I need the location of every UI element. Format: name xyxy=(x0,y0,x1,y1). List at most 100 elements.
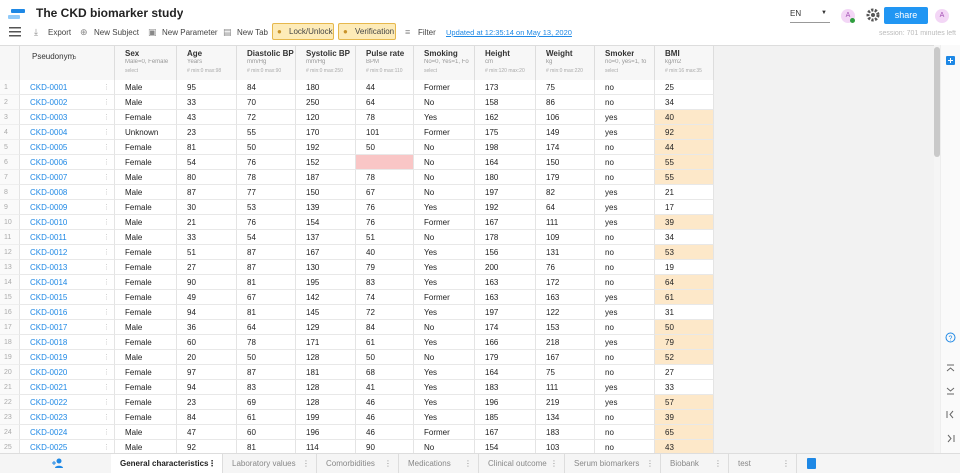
cell[interactable]: yes xyxy=(595,110,655,125)
cell[interactable]: Female xyxy=(115,260,177,275)
cell[interactable]: 34 xyxy=(655,230,714,245)
cell[interactable]: 90 xyxy=(177,275,237,290)
cell[interactable]: 167 xyxy=(475,215,536,230)
cell[interactable]: 153 xyxy=(536,320,595,335)
cell[interactable]: 167 xyxy=(536,350,595,365)
row-menu[interactable]: ⋮ xyxy=(103,444,110,451)
tab-menu[interactable]: ⋮ xyxy=(464,459,472,468)
pseudonym-header[interactable]: Pseudonym ⌕ xyxy=(20,46,115,80)
cell[interactable]: 154 xyxy=(296,215,356,230)
cell[interactable]: no xyxy=(595,440,655,453)
cell[interactable]: Former xyxy=(414,425,475,440)
cell[interactable]: 19 xyxy=(655,260,714,275)
cell[interactable]: Male xyxy=(115,350,177,365)
cell[interactable]: 81 xyxy=(237,440,296,453)
subject-id[interactable]: CKD-0010 ⋮ xyxy=(20,215,115,230)
cell[interactable]: Female xyxy=(115,290,177,305)
cell[interactable]: 84 xyxy=(356,320,414,335)
cell[interactable]: 74 xyxy=(356,290,414,305)
tab[interactable]: Laboratory values ⋮ xyxy=(223,454,317,473)
cell[interactable]: 185 xyxy=(475,410,536,425)
cell[interactable]: 27 xyxy=(655,365,714,380)
cell[interactable]: 21 xyxy=(177,215,237,230)
cell[interactable]: no xyxy=(595,350,655,365)
cell[interactable]: 49 xyxy=(177,290,237,305)
cell[interactable]: Male xyxy=(115,320,177,335)
cell[interactable]: Male xyxy=(115,440,177,453)
tab-active[interactable]: General characteristics ⋮ xyxy=(111,454,223,473)
cell[interactable]: 163 xyxy=(475,275,536,290)
cell[interactable]: 53 xyxy=(655,245,714,260)
cell[interactable]: 60 xyxy=(177,335,237,350)
subject-id[interactable]: CKD-0019 ⋮ xyxy=(20,350,115,365)
cell[interactable]: 78 xyxy=(356,110,414,125)
cell[interactable]: no xyxy=(595,260,655,275)
subject-id[interactable]: CKD-0012 ⋮ xyxy=(20,245,115,260)
collapse-down-icon[interactable] xyxy=(945,385,956,396)
cell[interactable]: 44 xyxy=(655,140,714,155)
subject-id[interactable]: CKD-0001 ⋮ xyxy=(20,80,115,95)
row-menu[interactable]: ⋮ xyxy=(103,159,110,166)
cell[interactable]: 79 xyxy=(356,260,414,275)
subject-id[interactable]: CKD-0011 ⋮ xyxy=(20,230,115,245)
column-header[interactable]: BMI kg/m2 # min:16 max:35 xyxy=(655,46,714,80)
cell[interactable]: 31 xyxy=(655,305,714,320)
column-header[interactable]: Diastolic BP mm/Hg # min:0 max:90 xyxy=(237,46,296,80)
cell[interactable]: 81 xyxy=(177,140,237,155)
toolbar-button[interactable]: New Parameter xyxy=(162,28,218,37)
cell[interactable]: 92 xyxy=(655,125,714,140)
cell[interactable]: 23 xyxy=(177,125,237,140)
cell[interactable]: yes xyxy=(595,335,655,350)
column-header[interactable]: Smoking No=0, Yes=1, Fo select xyxy=(414,46,475,80)
cell[interactable]: 33 xyxy=(655,380,714,395)
cell[interactable]: Female xyxy=(115,200,177,215)
cell[interactable]: 129 xyxy=(296,320,356,335)
column-header[interactable]: Weight kg # min:0 max:220 xyxy=(536,46,595,80)
cell[interactable]: 25 xyxy=(655,80,714,95)
cell[interactable]: Female xyxy=(115,380,177,395)
user-avatar[interactable]: A xyxy=(935,9,949,23)
cell[interactable]: 46 xyxy=(356,410,414,425)
tab-menu[interactable]: ⋮ xyxy=(302,459,310,468)
cell[interactable]: 95 xyxy=(177,80,237,95)
cell[interactable]: No xyxy=(414,440,475,453)
cell[interactable]: 164 xyxy=(475,365,536,380)
updated-link[interactable]: Updated at 12:35:14 on May 13, 2020 xyxy=(446,28,572,37)
collapse-up-icon[interactable] xyxy=(945,363,956,374)
cell[interactable]: 158 xyxy=(475,95,536,110)
cell[interactable]: 78 xyxy=(237,170,296,185)
cell[interactable]: 54 xyxy=(237,230,296,245)
cell[interactable]: 109 xyxy=(536,230,595,245)
row-menu[interactable]: ⋮ xyxy=(103,369,110,376)
cell[interactable]: Yes xyxy=(414,245,475,260)
cell[interactable]: Yes xyxy=(414,395,475,410)
tab-menu[interactable]: ⋮ xyxy=(384,459,392,468)
cell[interactable]: 81 xyxy=(237,275,296,290)
cell[interactable]: 20 xyxy=(177,350,237,365)
cell[interactable]: No xyxy=(414,185,475,200)
cell[interactable]: Female xyxy=(115,395,177,410)
cell[interactable]: No xyxy=(414,230,475,245)
cell[interactable]: 167 xyxy=(475,425,536,440)
cell[interactable]: yes xyxy=(595,395,655,410)
subject-id[interactable]: CKD-0021 ⋮ xyxy=(20,380,115,395)
cell[interactable]: 40 xyxy=(655,110,714,125)
cell[interactable]: 90 xyxy=(356,440,414,453)
cell[interactable]: yes xyxy=(595,290,655,305)
cell[interactable]: no xyxy=(595,155,655,170)
cell[interactable]: 154 xyxy=(475,440,536,453)
tab-menu[interactable]: ⋮ xyxy=(714,459,722,468)
cell[interactable]: 78 xyxy=(356,170,414,185)
subject-id[interactable]: CKD-0024 ⋮ xyxy=(20,425,115,440)
cell[interactable] xyxy=(356,155,414,170)
cell[interactable]: Female xyxy=(115,245,177,260)
add-panel-icon[interactable] xyxy=(945,55,956,66)
cell[interactable]: 70 xyxy=(237,95,296,110)
subject-id[interactable]: CKD-0018 ⋮ xyxy=(20,335,115,350)
cell[interactable]: 128 xyxy=(296,380,356,395)
cell[interactable]: no xyxy=(595,230,655,245)
cell[interactable]: 52 xyxy=(655,350,714,365)
tab[interactable]: Serum biomarkers ⋮ xyxy=(565,454,661,473)
cell[interactable]: 87 xyxy=(237,365,296,380)
cell[interactable]: 166 xyxy=(475,335,536,350)
